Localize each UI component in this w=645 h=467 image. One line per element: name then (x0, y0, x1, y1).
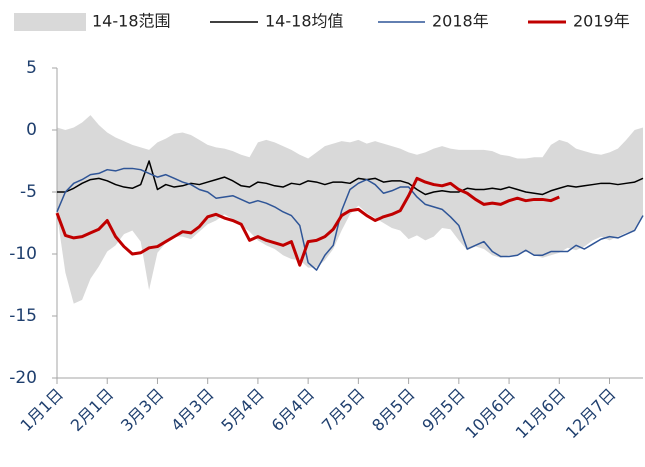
x-tick-label: 9月5日 (418, 385, 468, 435)
y-tick-label: -15 (9, 306, 37, 326)
x-tick-label: 8月5日 (368, 385, 418, 435)
legend-swatch (14, 13, 86, 31)
legend-label: 14-18范围 (92, 12, 171, 31)
x-tick-label: 5月4日 (217, 385, 267, 435)
legend-label: 14-18均值 (265, 12, 344, 31)
y-tick-label: 5 (26, 58, 37, 78)
x-tick-label: 7月5日 (318, 385, 368, 435)
series-line (56, 167, 644, 271)
y-tick-label: -20 (9, 368, 37, 388)
y-tick-label: -10 (9, 244, 37, 264)
x-tick-label: 12月7日 (562, 385, 620, 443)
y-tick-label: 0 (26, 120, 37, 140)
x-tick-label: 3月3日 (117, 385, 167, 435)
x-tick-label: 11月6日 (512, 385, 570, 443)
x-tick-label: 4月3日 (167, 385, 217, 435)
x-tick-label: 1月1日 (17, 385, 67, 435)
x-tick-label: 10月6日 (461, 385, 519, 443)
series-line (55, 176, 560, 267)
x-tick-label: 6月4日 (268, 385, 318, 435)
series-line (57, 160, 644, 196)
legend-label: 2018年 (432, 12, 489, 31)
legend-label: 2019年 (573, 12, 630, 31)
y-tick-label: -5 (20, 182, 37, 202)
x-tick-label: 2月1日 (67, 385, 117, 435)
